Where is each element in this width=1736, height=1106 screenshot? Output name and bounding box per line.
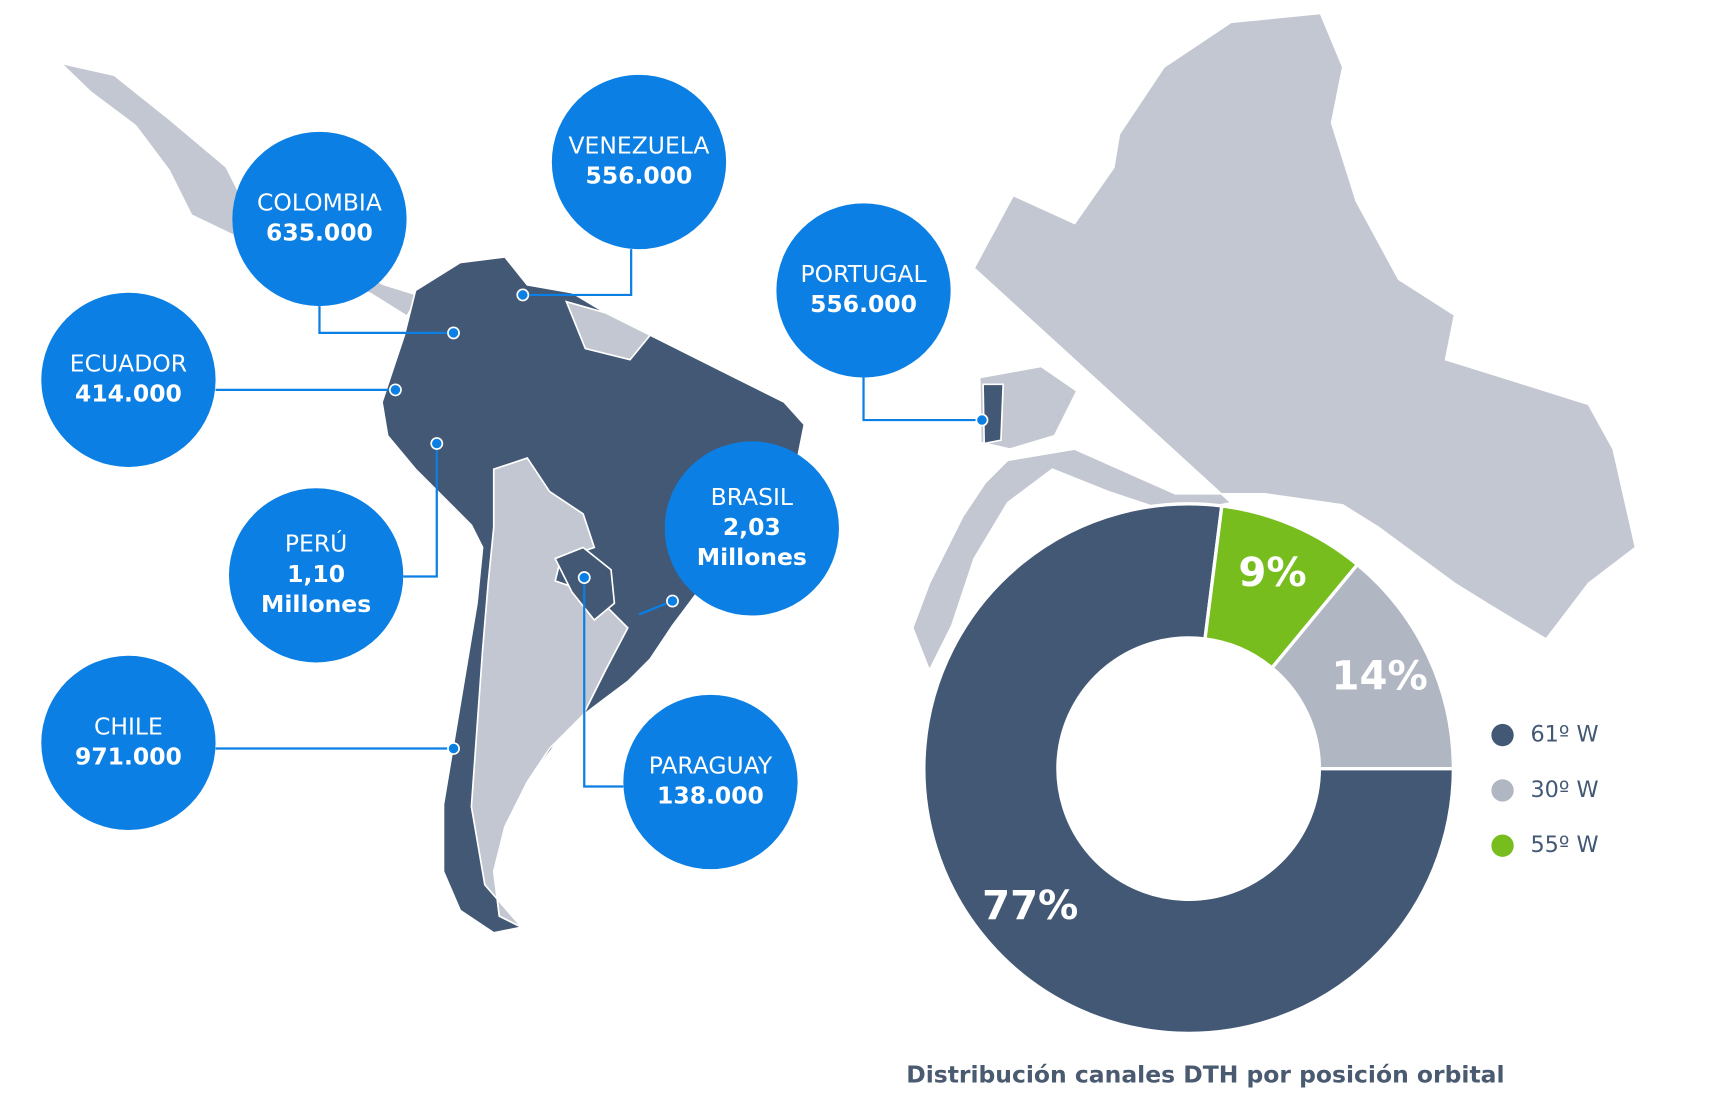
legend-label: 61º W bbox=[1530, 722, 1598, 748]
country-name: CHILE bbox=[94, 712, 163, 740]
slice-label: 14% bbox=[1332, 654, 1428, 700]
callout-circle bbox=[232, 131, 407, 307]
country-value: 556.000 bbox=[586, 162, 693, 190]
chart-title: Distribución canales DTH por posición or… bbox=[906, 1060, 1504, 1088]
country-name: PORTUGAL bbox=[801, 260, 927, 288]
slice-label: 9% bbox=[1238, 550, 1306, 596]
location-dot bbox=[666, 594, 679, 608]
callout-circle bbox=[776, 203, 951, 378]
legend-label: 55º W bbox=[1530, 832, 1598, 858]
callout-circle bbox=[41, 292, 216, 467]
europe-land bbox=[911, 12, 1637, 673]
leader-line bbox=[522, 249, 633, 297]
callout-circle bbox=[623, 694, 798, 870]
southern-cone bbox=[470, 457, 629, 929]
location-dot bbox=[447, 326, 460, 340]
location-dot bbox=[430, 437, 444, 450]
callout-circle bbox=[228, 488, 404, 663]
location-dot bbox=[577, 571, 591, 585]
country-value: 138.000 bbox=[657, 782, 764, 810]
country-value: 1,10 bbox=[287, 560, 345, 588]
country-value: 971.000 bbox=[75, 743, 182, 771]
country-value: 414.000 bbox=[75, 379, 182, 407]
callout-circle bbox=[664, 441, 839, 616]
location-dot bbox=[389, 383, 402, 397]
country-unit: Millones bbox=[261, 590, 371, 618]
iberia bbox=[978, 365, 1078, 450]
callout-circle bbox=[551, 74, 727, 250]
callout-circle bbox=[41, 655, 216, 831]
country-name: PERÚ bbox=[285, 530, 347, 558]
location-dot bbox=[975, 413, 989, 427]
country-value: 2,03 bbox=[723, 513, 781, 541]
donut-chart: 77% 9% 14% 61º W 30º W 55º W bbox=[922, 502, 1599, 1036]
country-unit: Millones bbox=[697, 543, 807, 571]
donut-slice bbox=[1269, 562, 1456, 771]
guianas bbox=[564, 300, 652, 361]
location-dot bbox=[447, 742, 460, 755]
country-name: COLOMBIA bbox=[257, 188, 382, 216]
leader-line bbox=[403, 443, 438, 578]
location-dot bbox=[516, 288, 530, 302]
leader-line bbox=[583, 577, 624, 788]
country-name: VENEZUELA bbox=[569, 131, 710, 159]
map bbox=[63, 12, 1637, 934]
portugal bbox=[982, 383, 1005, 445]
legend-swatch bbox=[1491, 779, 1514, 802]
country-name: PARAGUAY bbox=[649, 751, 773, 779]
country-name: BRASIL bbox=[711, 483, 793, 511]
leader-line bbox=[862, 377, 982, 422]
country-name: ECUADOR bbox=[70, 349, 187, 377]
legend-label: 30º W bbox=[1530, 777, 1598, 803]
legend-swatch bbox=[1491, 723, 1514, 747]
country-value: 556.000 bbox=[810, 290, 917, 318]
slice-label: 77% bbox=[982, 883, 1078, 929]
callouts: COLOMBIA 635.000 VENEZUELA 556.000 ECUADOR41… bbox=[41, 74, 989, 870]
legend-swatch bbox=[1491, 834, 1514, 857]
leader-line bbox=[318, 306, 454, 335]
country-value: 635.000 bbox=[266, 219, 373, 247]
donut-slice bbox=[922, 502, 1456, 1036]
